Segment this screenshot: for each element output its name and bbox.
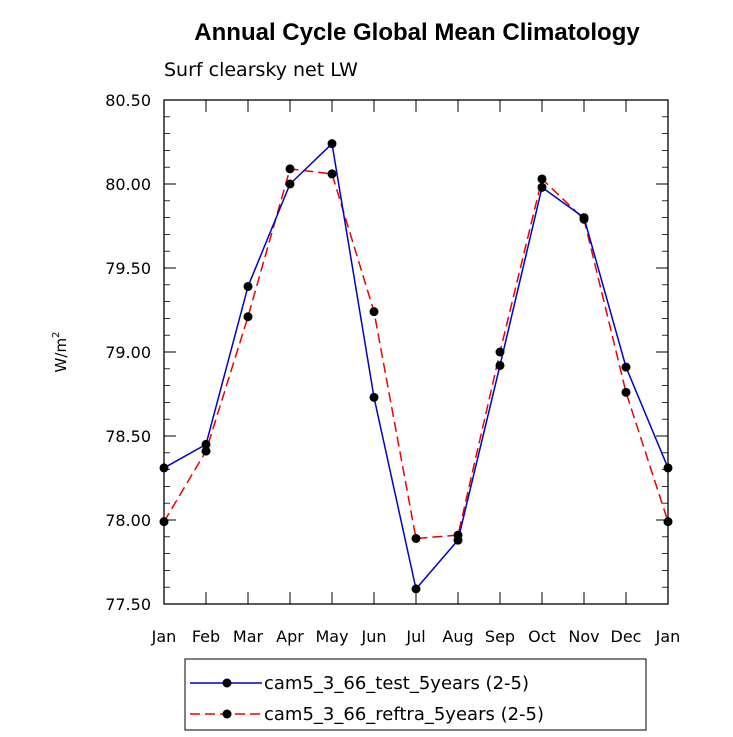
data-point: [411, 584, 421, 594]
data-point: [201, 446, 211, 456]
x-tick-label: May: [315, 627, 348, 646]
x-tick-label: Apr: [276, 627, 304, 646]
x-tick-label: Mar: [233, 627, 264, 646]
data-point: [453, 530, 463, 540]
data-point: [243, 312, 253, 322]
axis-ticks: 77.50 78.00 78.50 79.00 79.50 80.00 80.50 Jan Fe…: [105, 91, 680, 646]
x-tick-label: Oct: [528, 627, 556, 646]
y-tick-label: 77.50: [105, 595, 151, 614]
x-tick-label: Jun: [361, 627, 387, 646]
x-tick-label: Aug: [442, 627, 473, 646]
legend-marker: [222, 709, 232, 719]
y-tick-label: 80.00: [105, 175, 151, 194]
data-point: [201, 439, 211, 449]
y-axis-label: W/m2: [51, 332, 70, 373]
x-tick-label: Feb: [192, 627, 220, 646]
data-point: [369, 307, 379, 317]
data-point: [243, 281, 253, 291]
x-tick-label: Dec: [611, 627, 642, 646]
data-point: [411, 533, 421, 543]
y-tick-label: 79.50: [105, 259, 151, 278]
x-tick-label: Nov: [568, 627, 599, 646]
data-point: [327, 169, 337, 179]
y-tick-label: 78.50: [105, 427, 151, 446]
legend-label: cam5_3_66_test_5years (2-5): [264, 673, 529, 694]
plot-frame: [163, 99, 669, 605]
data-point: [621, 387, 631, 397]
x-tick-label: Jan: [655, 627, 681, 646]
data-point: [579, 214, 589, 224]
data-point: [537, 182, 547, 192]
chart-subtitle: Surf clearsky net LW: [164, 59, 358, 81]
chart-title: Annual Cycle Global Mean Climatology: [194, 19, 640, 46]
legend: cam5_3_66_test_5years (2-5) cam5_3_66_ref…: [184, 658, 647, 731]
series-line: [163, 142, 669, 591]
legend-label: cam5_3_66_reftra_5years (2-5): [264, 704, 544, 725]
data-point: [285, 179, 295, 189]
y-axis-label-text: W/m: [52, 338, 70, 373]
y-tick-label: 80.50: [105, 91, 151, 110]
data-point: [537, 174, 547, 184]
x-tick-label: Jul: [405, 627, 425, 646]
plot-series: [159, 139, 673, 594]
series-line: [163, 168, 669, 540]
data-point: [369, 392, 379, 402]
legend-marker: [222, 678, 232, 688]
y-tick-label: 79.00: [105, 343, 151, 362]
data-point: [285, 164, 295, 174]
data-point: [495, 360, 505, 370]
y-tick-label: 78.00: [105, 511, 151, 530]
x-tick-label: Sep: [485, 627, 515, 646]
legend-box: [184, 658, 647, 731]
data-point: [495, 347, 505, 357]
data-point: [327, 139, 337, 149]
data-point: [621, 362, 631, 372]
x-tick-label: Jan: [151, 627, 177, 646]
y-axis-label-superscript: 2: [51, 332, 62, 338]
